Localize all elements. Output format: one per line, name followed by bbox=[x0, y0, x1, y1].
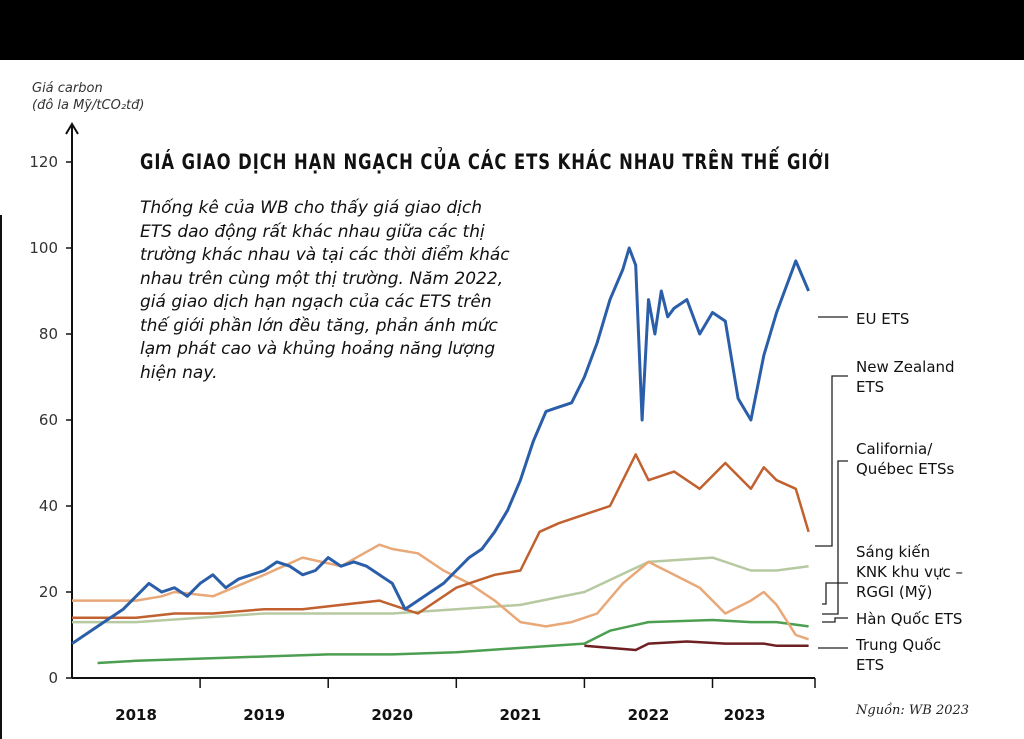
series-line-5 bbox=[584, 640, 809, 652]
chart-series bbox=[71, 246, 810, 665]
legend-label-ca-line1: California/ bbox=[856, 440, 933, 458]
legend-label-california-quebec: California/ Québec ETSs bbox=[856, 439, 954, 479]
y-tick-label: 20 bbox=[39, 583, 58, 601]
legend-label-han-quoc-ets: Hàn Quốc ETS bbox=[856, 610, 963, 628]
y-axis-title: Giá carbon (đô la Mỹ/tCO₂tđ) bbox=[32, 80, 144, 114]
y-tick-label: 0 bbox=[48, 669, 58, 687]
legend-label-trung-quoc-ets: Trung Quốc ETS bbox=[856, 635, 941, 675]
leader-new-zealand bbox=[815, 375, 848, 547]
series-line-1 bbox=[72, 453, 810, 620]
left-edge-rule bbox=[0, 215, 2, 739]
x-tick-label: 2018 bbox=[115, 706, 157, 724]
x-tick-label: 2022 bbox=[628, 706, 670, 724]
legend-label-ca-line2: Québec ETSs bbox=[856, 460, 955, 478]
leader-rggi bbox=[822, 582, 848, 605]
leader-han-quoc bbox=[822, 617, 848, 623]
legend-label-rggi-line1: Sáng kiến bbox=[856, 543, 931, 561]
x-tick-label: 2020 bbox=[371, 706, 413, 724]
y-tick-label: 80 bbox=[39, 325, 58, 343]
y-axis-title-line2: (đô la Mỹ/tCO₂tđ) bbox=[32, 98, 145, 113]
x-tick-label: 2023 bbox=[724, 706, 766, 724]
legend-label-cn-line1: Trung Quốc bbox=[856, 636, 942, 654]
legend-label-nz-line1: New Zealand bbox=[856, 358, 955, 376]
legend-label-eu-ets: EU ETS bbox=[856, 310, 910, 328]
legend-label-new-zealand-ets: New Zealand ETS bbox=[856, 357, 955, 397]
legend-label-nz-line2: ETS bbox=[856, 378, 885, 396]
series-line-0 bbox=[71, 246, 810, 645]
y-tick-label: 60 bbox=[39, 411, 58, 429]
legend-label-rggi-line3: RGGI (Mỹ) bbox=[856, 583, 933, 601]
legend-label-cn-line2: ETS bbox=[856, 656, 885, 674]
y-tick-label: 100 bbox=[29, 239, 58, 257]
x-tick-label: 2021 bbox=[499, 706, 541, 724]
series-line-3 bbox=[72, 556, 809, 624]
legend-label-rggi-line2: KNK khu vực – bbox=[856, 563, 964, 581]
series-line-4 bbox=[97, 618, 809, 665]
y-tick-label: 40 bbox=[39, 497, 58, 515]
y-axis-title-line1: Giá carbon bbox=[32, 81, 103, 96]
leader-california bbox=[822, 460, 848, 615]
chart-description: Thống kê của WB cho thấy giá giao dịch E… bbox=[140, 198, 510, 383]
chart-axes: 0 20 40 60 80 100 120 2018 2019 2020 2021 2022 2023 bbox=[29, 122, 816, 724]
y-tick-label: 120 bbox=[29, 153, 58, 171]
y-axis-arrow bbox=[65, 122, 79, 135]
legend-label-rggi: Sáng kiến KNK khu vực – RGGI (Mỹ) bbox=[856, 542, 963, 602]
chart-title: GIÁ GIAO DỊCH HẠN NGẠCH CỦA CÁC ETS KHÁC… bbox=[140, 150, 831, 174]
x-tick-label: 2019 bbox=[243, 706, 285, 724]
legend-leaders bbox=[815, 316, 848, 649]
series-line-2 bbox=[72, 543, 809, 641]
source-note: Nguồn: WB 2023 bbox=[856, 703, 970, 718]
top-black-bar bbox=[0, 0, 1024, 60]
